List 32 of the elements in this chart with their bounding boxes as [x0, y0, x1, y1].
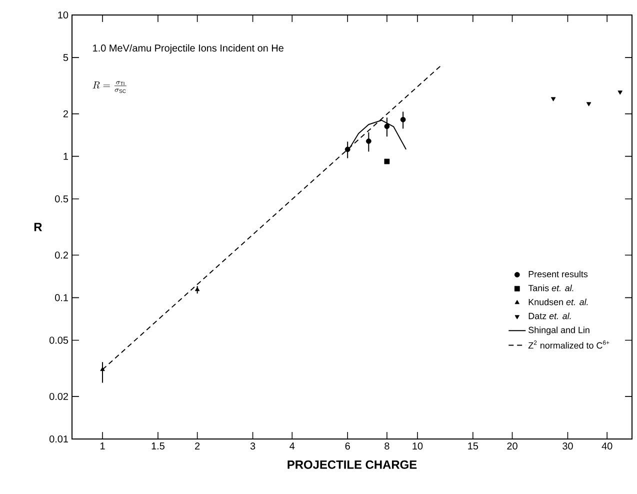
legend-label: Z$^{2}$ normalized to C$^{6+}$	[528, 340, 610, 349]
x-tick-label: 1.5	[152, 442, 164, 450]
y-tick-label: 2	[63, 110, 68, 118]
x-tick-label: 1	[100, 442, 105, 450]
y-tick-label: 0.1	[55, 294, 68, 302]
x-tick-label: 15	[468, 442, 478, 450]
x-tick-label: 4	[290, 442, 295, 450]
y-axis-title: R	[34, 222, 42, 232]
x-tick-label: 30	[562, 442, 573, 450]
legend-label: Shingal and Lin	[528, 326, 590, 335]
annotation: 1.0 MeV/amu Projectile Ions Incident on He	[93, 44, 284, 54]
x-tick-label: 20	[507, 442, 518, 450]
legend-label: Present results	[528, 270, 588, 278]
legend-label: Knudsen et. al.	[528, 298, 588, 306]
x-tick-label: 6	[345, 442, 350, 450]
y-tick-label: 0.5	[55, 195, 68, 202]
y-tick-label: 1	[64, 152, 68, 160]
x-axis-title: PROJECTILE CHARGE	[288, 460, 417, 469]
y-tick-label: 0.2	[55, 252, 68, 259]
x-tick-label: 40	[602, 442, 612, 450]
x-tick-label: 8	[384, 442, 390, 450]
x-tick-label: 3	[250, 442, 256, 450]
legend-label: Tanis et. al.	[528, 284, 574, 292]
y-tick-label: 5	[63, 54, 68, 62]
x-tick-label: 2	[195, 442, 200, 450]
y-tick-label: 0.02	[49, 392, 68, 400]
y-tick-label: 10	[58, 11, 68, 19]
x-tick-label: 10	[412, 442, 423, 450]
y-tick-label: 0.01	[49, 435, 68, 443]
legend-label: Datz et. al.	[528, 312, 571, 320]
annotation: $R=\frac{\sigma_{\mathrm{TI}}}{\sigma_{\mathrm{SC}}}$	[92, 81, 126, 93]
y-tick-label: 0.05	[49, 336, 68, 344]
